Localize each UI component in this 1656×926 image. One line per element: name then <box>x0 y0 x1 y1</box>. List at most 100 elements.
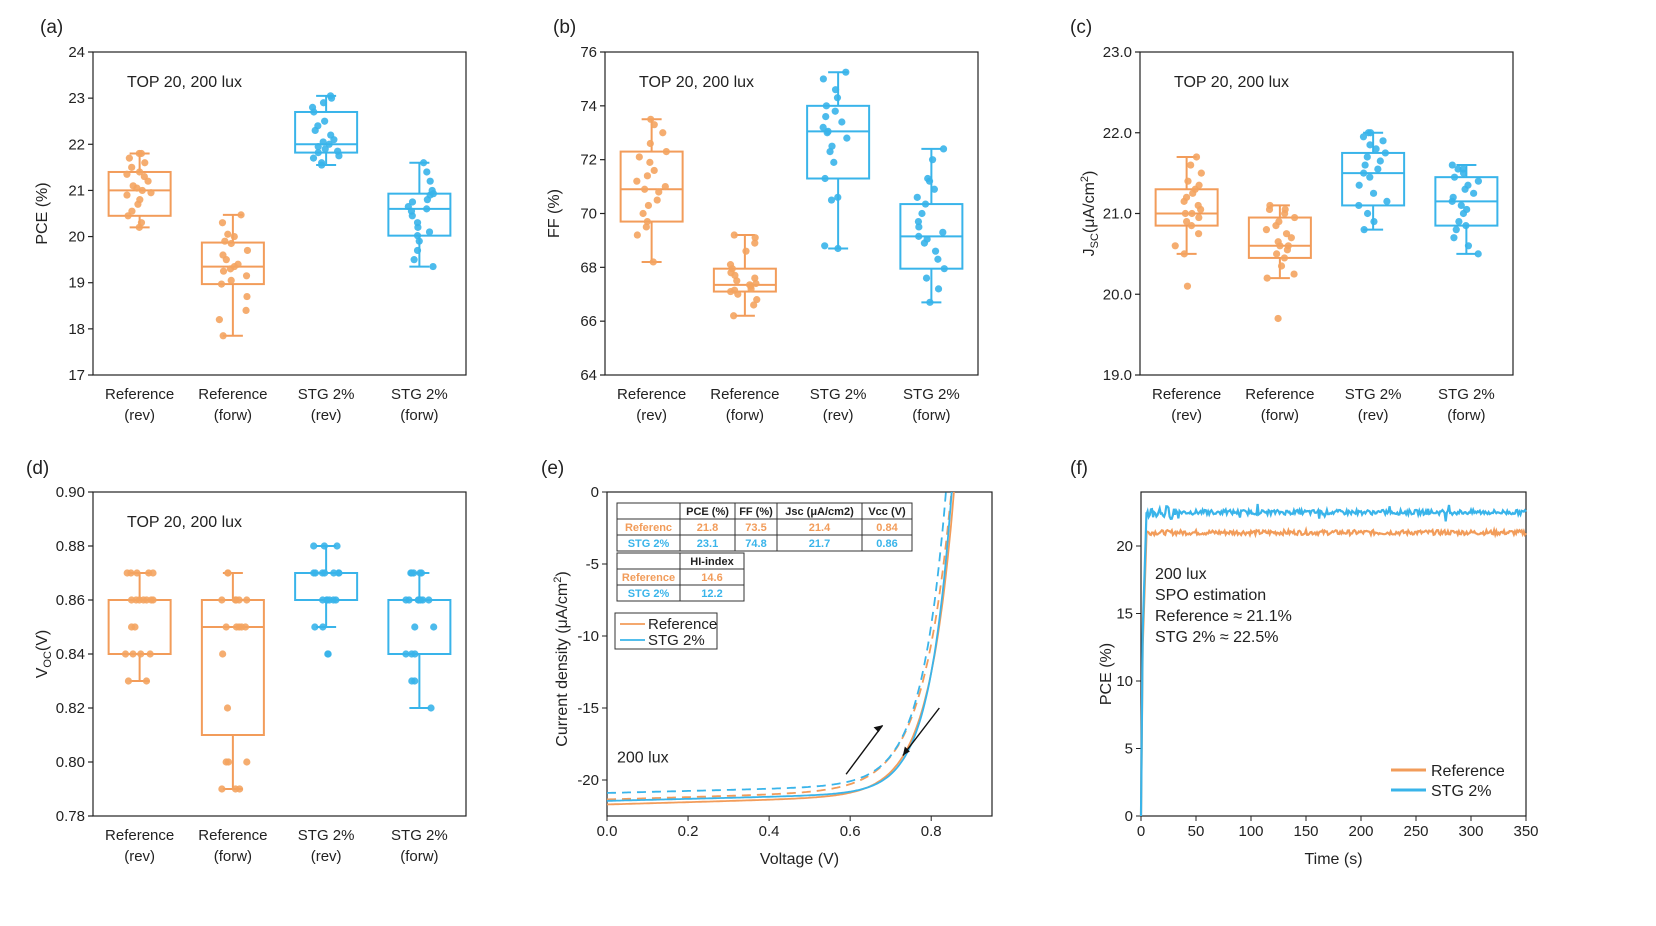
data-point <box>843 134 851 142</box>
x-category-label: Reference <box>198 386 267 403</box>
table-frame <box>616 502 913 552</box>
table-cell: 0.86 <box>876 538 897 550</box>
data-point <box>931 247 940 255</box>
data-point <box>1361 161 1369 169</box>
data-point <box>833 94 842 102</box>
y-label-part: ) <box>554 571 571 576</box>
table-header: FF (%) <box>739 506 773 518</box>
x-tick-label: 0 <box>1137 823 1145 840</box>
data-point <box>1192 153 1201 161</box>
data-point <box>1474 250 1482 258</box>
data-point <box>922 274 931 282</box>
panel-e: (e) 0.0 0.2 0.4 0.6 0.8 -20 -15 -10 -5 0 Voltage (V… <box>541 458 993 868</box>
data-point <box>310 542 318 550</box>
x-category-label: Reference <box>105 827 174 844</box>
box-1 <box>200 569 265 793</box>
data-point <box>1180 250 1188 258</box>
data-point <box>1454 165 1462 173</box>
panel-annotation: TOP 20, 200 lux <box>1174 74 1289 91</box>
box-3 <box>899 145 964 306</box>
x-category-label: Reference <box>617 386 686 403</box>
data-point <box>924 174 932 183</box>
data-point <box>1369 189 1378 197</box>
data-point <box>1188 209 1196 218</box>
data-point <box>219 650 227 658</box>
table-cell: 21.4 <box>809 522 831 534</box>
y-tick-label: 23 <box>68 90 85 107</box>
panel-a: (a) 17 18 19 20 21 22 23 24 PCE (%) TOP 20, 200 lu… <box>34 17 467 424</box>
table-cell: 12.2 <box>701 588 722 600</box>
box-3 <box>387 159 452 271</box>
data-point <box>650 121 658 129</box>
y-tick-label: 70 <box>580 206 597 223</box>
data-point <box>1452 226 1460 234</box>
data-point <box>655 188 663 196</box>
data-point <box>314 148 322 157</box>
data-point <box>644 201 653 210</box>
series-line <box>607 492 953 802</box>
x-axis-label: Time (s) <box>1304 851 1362 868</box>
table-cell: STG 2% <box>628 538 670 550</box>
data-table: Reference STG 2% HI-index 14.6 12.2 <box>616 552 745 602</box>
y-tick-label: 19.0 <box>1103 367 1132 384</box>
box-iqr <box>619 150 684 223</box>
y-tick-label: 21 <box>68 182 85 199</box>
y-label-part: SC <box>1089 233 1101 248</box>
data-point <box>1359 133 1368 141</box>
data-point <box>1470 189 1478 197</box>
y-tick-label: 18 <box>68 321 85 338</box>
x-tick-label: 50 <box>1188 823 1205 840</box>
y-tick-label: 15 <box>1116 606 1133 623</box>
x-tick-label: 0.6 <box>840 823 861 840</box>
data-point <box>430 623 438 631</box>
data-point <box>1360 226 1368 234</box>
panel-annotation: SPO estimation <box>1155 587 1266 604</box>
y-tick-label: 20 <box>1116 538 1133 555</box>
data-point <box>218 219 227 227</box>
data-point <box>413 219 422 227</box>
data-point <box>918 209 926 218</box>
data-point <box>1187 222 1196 230</box>
data-point <box>830 158 838 166</box>
legend-label: Reference <box>648 616 717 633</box>
plot-frame <box>606 491 993 817</box>
x-tick-label: 0.4 <box>759 823 780 840</box>
data-point <box>319 596 327 604</box>
data-point <box>834 193 842 201</box>
table-cell: 21.8 <box>697 522 718 534</box>
data-point <box>1277 262 1286 270</box>
data-point <box>649 258 657 266</box>
y-axis-label: VOC(V) <box>34 630 54 679</box>
data-point <box>930 185 938 193</box>
y-label-part: Current density (μA/cm <box>554 583 571 747</box>
data-point <box>827 196 836 204</box>
data-point <box>1290 270 1298 278</box>
data-point <box>402 650 410 658</box>
data-point <box>319 138 327 146</box>
data-point <box>726 261 735 269</box>
panel-annotation: STG 2% ≈ 22.5% <box>1155 629 1279 646</box>
data-point <box>915 223 923 231</box>
data-point <box>219 251 227 259</box>
series-line <box>1139 526 1527 817</box>
box-iqr <box>107 599 172 655</box>
data-point <box>127 623 136 631</box>
box-2 <box>294 542 359 658</box>
x-category-label: STG 2% <box>298 827 355 844</box>
data-point <box>227 276 235 285</box>
data-point <box>635 153 643 161</box>
data-point <box>1450 173 1459 181</box>
data-point <box>1197 169 1205 177</box>
y-tick-label: 20 <box>68 229 85 246</box>
data-point <box>230 232 238 241</box>
data-point <box>318 159 326 167</box>
x-category-sublabel: (forw) <box>214 407 252 424</box>
data-point <box>224 230 232 238</box>
data-point <box>243 758 251 766</box>
table-cell: 74.8 <box>745 538 766 550</box>
legend: Reference STG 2% <box>1391 763 1505 800</box>
data-point <box>326 92 335 100</box>
x-category-label: Reference <box>1245 386 1314 403</box>
y-tick-label: -15 <box>577 700 599 717</box>
data-point <box>1448 161 1456 169</box>
